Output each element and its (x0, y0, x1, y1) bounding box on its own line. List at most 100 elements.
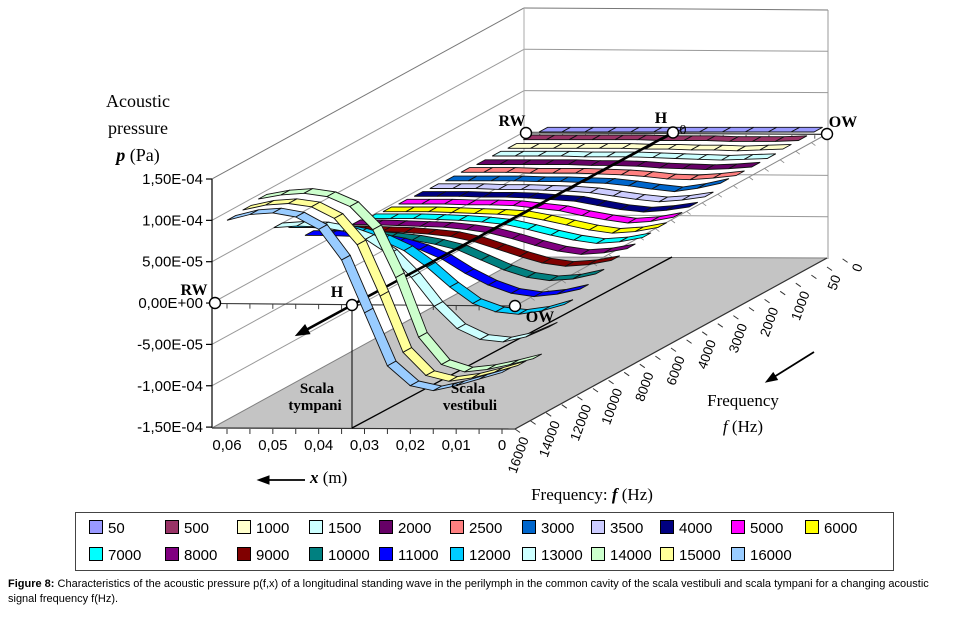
legend-swatch (522, 547, 536, 561)
x-axis-tick-label: 0,05 (258, 437, 287, 454)
value-axis-tick-label: 1,00E-04 (142, 212, 203, 229)
frequency-axis-tick (748, 307, 755, 312)
ribbon-segment (525, 321, 558, 338)
zero-edge-tick (561, 279, 567, 284)
legend-label: 9000 (256, 547, 290, 564)
legend-item-7000: 7000 (89, 547, 141, 564)
frequency-axis-tick (623, 371, 630, 377)
legend-item-16000: 16000 (731, 547, 792, 564)
legend-label: 16000 (750, 547, 792, 564)
x-direction-arrow-head (256, 475, 270, 485)
value-axis-title-line2: pressure (108, 118, 168, 138)
legend-label: 8000 (184, 547, 218, 564)
back-wall-gridline (523, 7, 829, 11)
ribbon-segment (728, 161, 761, 170)
frequency-axis-tick-label: 50 (825, 273, 844, 292)
legend-label: 5000 (750, 520, 784, 537)
x-axis-tick-label: 0,01 (442, 437, 471, 454)
legend-swatch (522, 520, 536, 534)
legend-item-2000: 2000 (379, 520, 431, 537)
figure-caption-label: Figure 8: (8, 578, 55, 590)
value-axis-tick-label: 0,00E+00 (138, 295, 203, 312)
x-axis-tick-label: 0,02 (396, 437, 425, 454)
legend-swatch (89, 520, 103, 534)
ribbon-segment (650, 212, 683, 222)
legend-item-13000: 13000 (522, 547, 583, 564)
frequency-direction-arrow (764, 351, 815, 383)
legend-item-1000: 1000 (237, 520, 289, 537)
value-axis-title-line1: Acoustic (106, 91, 170, 111)
value-axis-tick-label: -1,00E-04 (137, 378, 203, 395)
chart-legend: 50 500 1000 1500 2000 2500 3000 3500 4000 5000 600… (75, 512, 894, 571)
legend-swatch (309, 520, 323, 534)
legend-swatch (237, 520, 251, 534)
x-axis-tick-label: 0,06 (212, 437, 241, 454)
left-wall-gridline (211, 7, 525, 180)
legend-item-500: 500 (165, 520, 209, 537)
ribbon-segment (572, 268, 605, 280)
frequency-axis-tick (592, 388, 599, 393)
ribbon-segment (619, 232, 652, 243)
frequency-axis-tick (701, 331, 708, 336)
scala-vestibuli-label: vestibuli (443, 398, 497, 414)
frequency-axis-tick (655, 355, 661, 361)
ribbon-segment (478, 367, 511, 380)
frequency-axis-tick (717, 323, 724, 328)
legend-swatch (379, 520, 393, 534)
value-axis-tick-label: 1,50E-04 (142, 171, 203, 188)
ribbon-3000 (445, 175, 730, 193)
x-axis-title: x (m) (310, 468, 348, 487)
frequency-axis-tick (764, 298, 770, 304)
ribbon-segment (588, 255, 621, 266)
ribbon-6000 (382, 206, 667, 234)
marker-ow-back (820, 127, 834, 141)
x-axis-tick-label: 0,03 (350, 437, 379, 454)
x-direction-arrow (256, 475, 305, 485)
zero-edge-tick (686, 211, 691, 215)
ribbon-segment (712, 170, 745, 179)
rw-label-front: RW (181, 282, 208, 299)
legend-item-14000: 14000 (591, 547, 652, 564)
zero-edge-tick (811, 142, 816, 146)
legend-label: 11000 (398, 547, 439, 564)
frequency-axis-tick (686, 339, 692, 344)
legend-item-10000: 10000 (309, 547, 370, 564)
legend-item-11000: 11000 (379, 547, 439, 564)
legend-label: 6000 (824, 520, 858, 537)
frequency-axis-tick (779, 290, 786, 296)
legend-label: 3500 (610, 520, 644, 537)
frequency-axis-tick-label: 14000 (536, 419, 563, 459)
value-axis (206, 178, 212, 428)
legend-swatch (89, 547, 103, 561)
frequency-axis-tick (545, 412, 552, 417)
left-wall-gridline (211, 90, 525, 263)
legend-item-1500: 1500 (309, 520, 361, 537)
zero-edge-tick (655, 228, 660, 232)
legend-swatch (731, 547, 745, 561)
legend-swatch (660, 520, 674, 534)
ribbon-segment (759, 143, 792, 151)
legend-item-15000: 15000 (660, 547, 721, 564)
marker-rw-front (208, 296, 222, 310)
frequency-axis-tick-label: 12000 (567, 402, 594, 442)
legend-swatch (660, 547, 674, 561)
legend-item-5000: 5000 (731, 520, 784, 537)
frequency-axis-tick (733, 315, 739, 320)
legend-item-12000: 12000 (450, 547, 511, 564)
ow-label-front: OW (526, 309, 554, 326)
legend-label: 14000 (610, 547, 652, 564)
legend-swatch (450, 520, 464, 534)
legend-item-50: 50 (89, 520, 125, 537)
frequency-axis-tick (608, 379, 614, 385)
x-axis (211, 427, 516, 434)
legend-label: 12000 (469, 547, 511, 564)
value-axis-title: Acoustic pressure p (Pa) (84, 88, 192, 169)
frequency-axis-tick-label: 0 (849, 262, 866, 274)
ribbon-segment (666, 201, 699, 211)
zero-edge-tick (717, 193, 723, 198)
x-axis-line (211, 427, 516, 430)
ribbon-7000 (367, 213, 652, 244)
legend-label: 15000 (679, 547, 721, 564)
legend-item-8000: 8000 (165, 547, 218, 564)
